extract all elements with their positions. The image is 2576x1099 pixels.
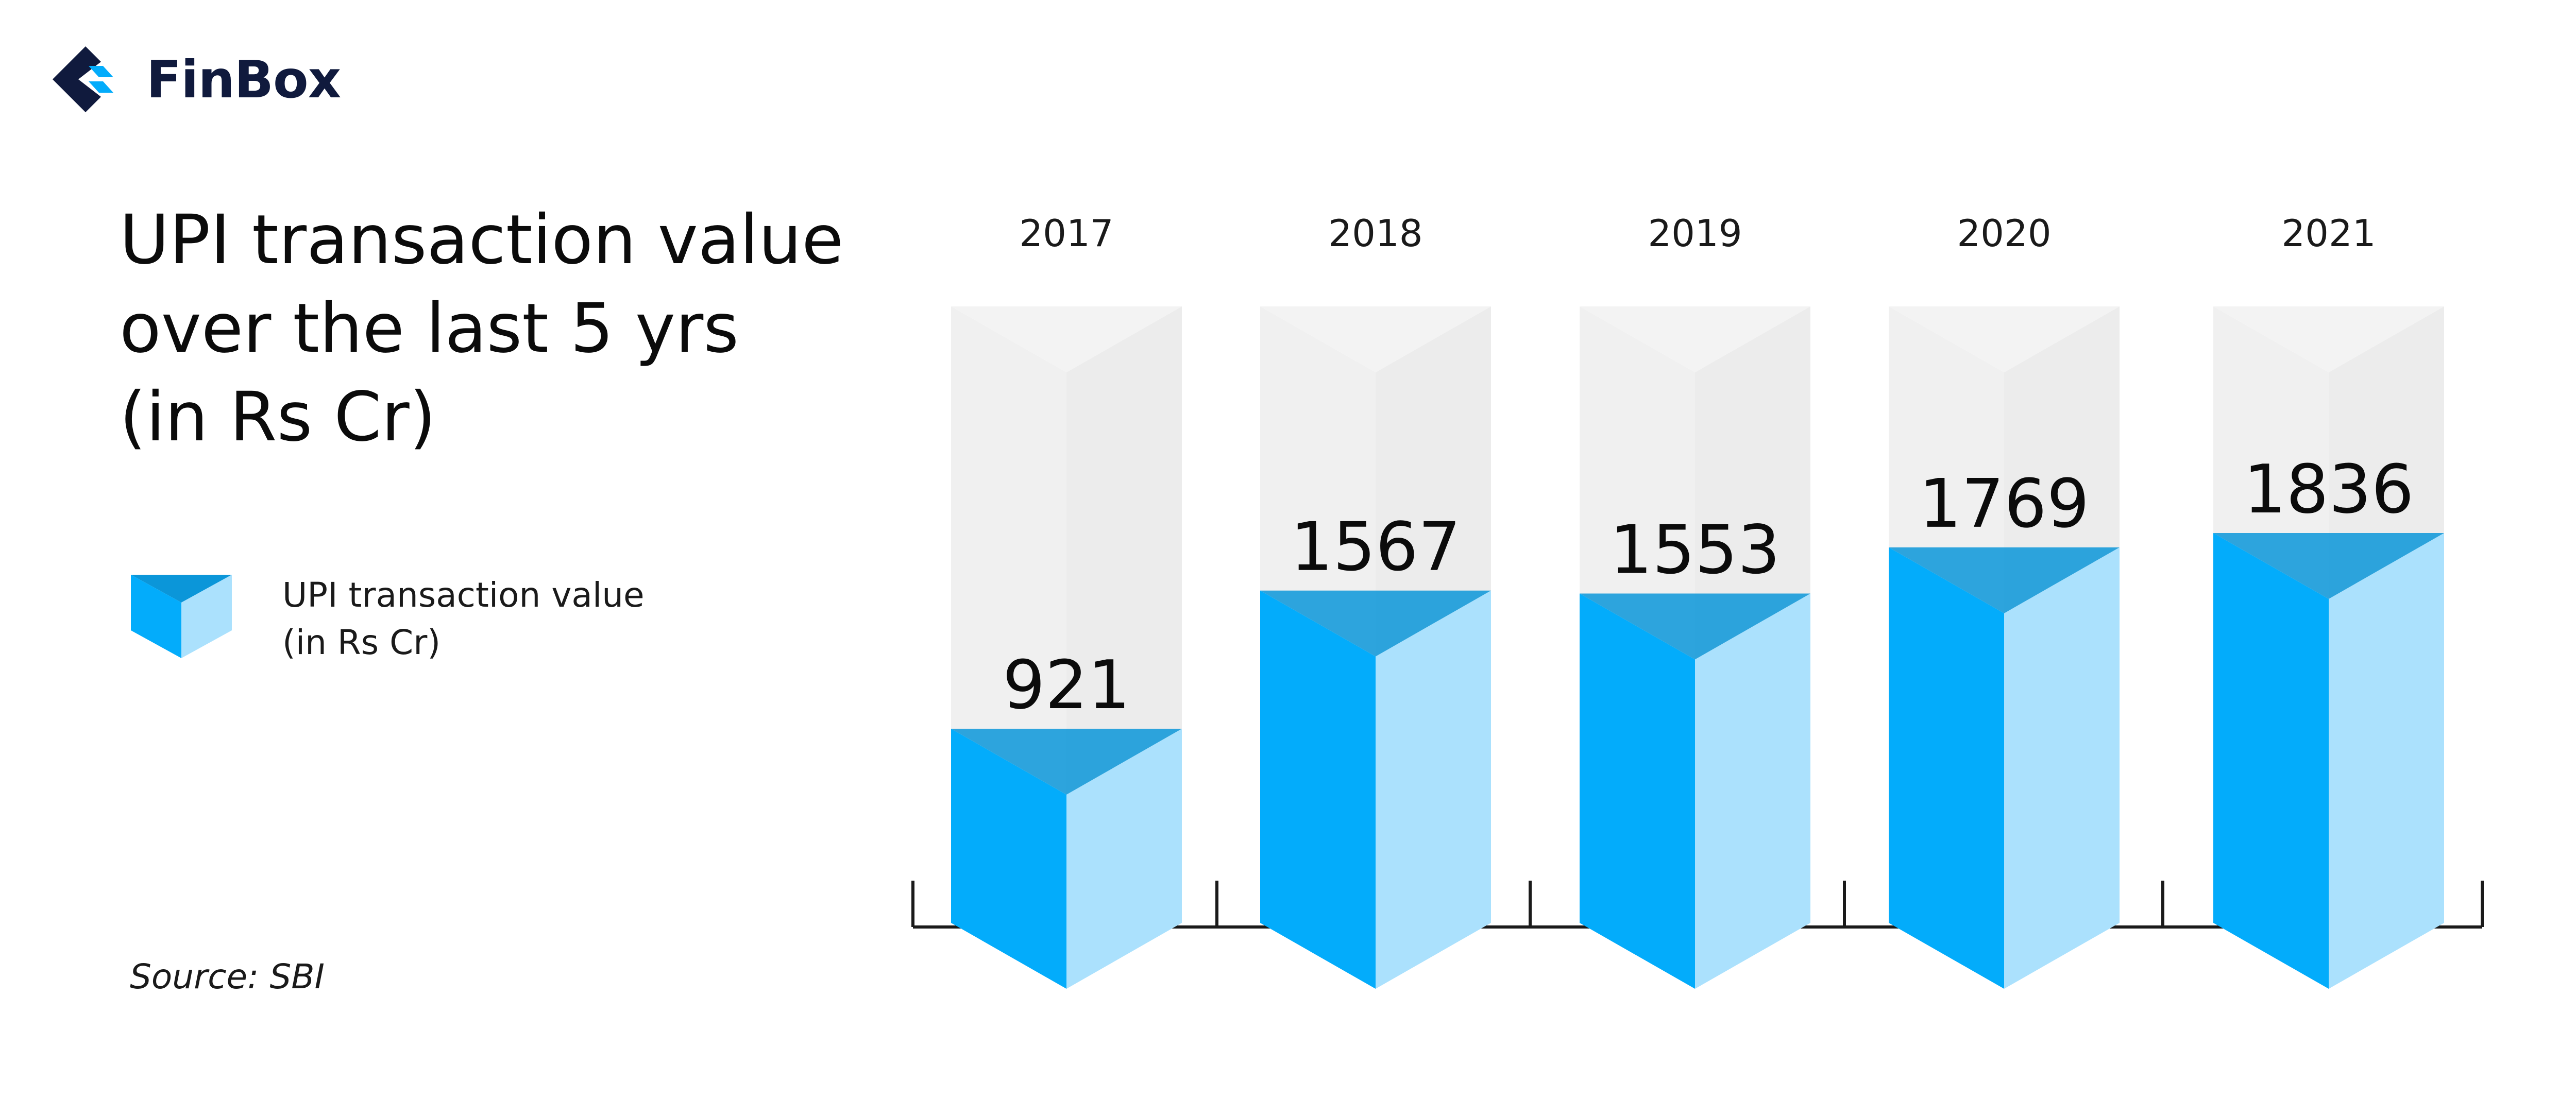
bar-side-2019 bbox=[1695, 593, 1810, 989]
bar-front-2021 bbox=[2213, 533, 2329, 989]
bar-top-2018 bbox=[1260, 590, 1491, 657]
container-front-2019 bbox=[1580, 306, 1695, 660]
chart-title-line-2: over the last 5 yrs bbox=[120, 289, 739, 368]
bar-side-2020 bbox=[2004, 547, 2120, 989]
data-label-2021: 1836 bbox=[2244, 450, 2414, 528]
container-top-2019 bbox=[1580, 306, 1810, 372]
data-label-2017: 921 bbox=[1003, 646, 1130, 724]
bar-top-2019 bbox=[1580, 593, 1810, 660]
bar-top-2021 bbox=[2213, 533, 2444, 599]
legend-label: UPI transaction value (in Rs Cr) bbox=[282, 572, 645, 666]
x-tick-label-2020: 2020 bbox=[1957, 212, 2051, 255]
data-label-2018: 1567 bbox=[1291, 508, 1461, 586]
x-tick-label-2017: 2017 bbox=[1019, 212, 1113, 255]
brand-name: FinBox bbox=[146, 49, 341, 110]
bar-side-2018 bbox=[1376, 590, 1491, 989]
legend-label-line-2: (in Rs Cr) bbox=[282, 623, 441, 662]
bar-side-2021 bbox=[2329, 533, 2444, 989]
chart-title-line-3: (in Rs Cr) bbox=[120, 377, 436, 457]
bar-front-2017 bbox=[951, 729, 1066, 989]
finbox-logo-icon bbox=[53, 46, 113, 112]
source-note: Source: SBI bbox=[130, 957, 325, 997]
bar-top-2017 bbox=[951, 729, 1182, 795]
x-tick-label-2019: 2019 bbox=[1648, 212, 1742, 255]
legend: UPI transaction value (in Rs Cr) bbox=[130, 571, 645, 666]
legend-swatch-icon bbox=[131, 575, 232, 658]
data-label-2020: 1769 bbox=[1919, 465, 2090, 543]
container-side-2018 bbox=[1376, 306, 1491, 657]
chart-title-line-1: UPI transaction value bbox=[120, 200, 844, 280]
bar-front-2018 bbox=[1260, 590, 1376, 989]
container-front-2018 bbox=[1260, 306, 1376, 657]
legend-label-line-1: UPI transaction value bbox=[282, 575, 645, 615]
bar-front-2020 bbox=[1889, 547, 2004, 989]
bar-side-2017 bbox=[1066, 729, 1182, 989]
brand-logo: FinBox bbox=[52, 45, 341, 113]
container-front-2020 bbox=[1889, 306, 2004, 613]
container-front-2021 bbox=[2213, 306, 2329, 599]
container-top-2017 bbox=[951, 306, 1182, 372]
container-top-2021 bbox=[2213, 306, 2444, 372]
container-side-2021 bbox=[2329, 306, 2444, 599]
bar-front-2019 bbox=[1580, 593, 1695, 989]
container-side-2019 bbox=[1695, 306, 1810, 660]
x-tick-label-2021: 2021 bbox=[2281, 212, 2376, 255]
container-side-2020 bbox=[2004, 306, 2120, 613]
container-top-2020 bbox=[1889, 306, 2120, 372]
container-side-2017 bbox=[1066, 306, 1182, 795]
bar-top-2020 bbox=[1889, 547, 2120, 613]
container-front-2017 bbox=[951, 306, 1066, 795]
container-top-2018 bbox=[1260, 306, 1491, 372]
x-tick-label-2018: 2018 bbox=[1328, 212, 1422, 255]
chart-title: UPI transaction value over the last 5 yr… bbox=[120, 196, 954, 461]
data-label-2019: 1553 bbox=[1610, 511, 1781, 589]
